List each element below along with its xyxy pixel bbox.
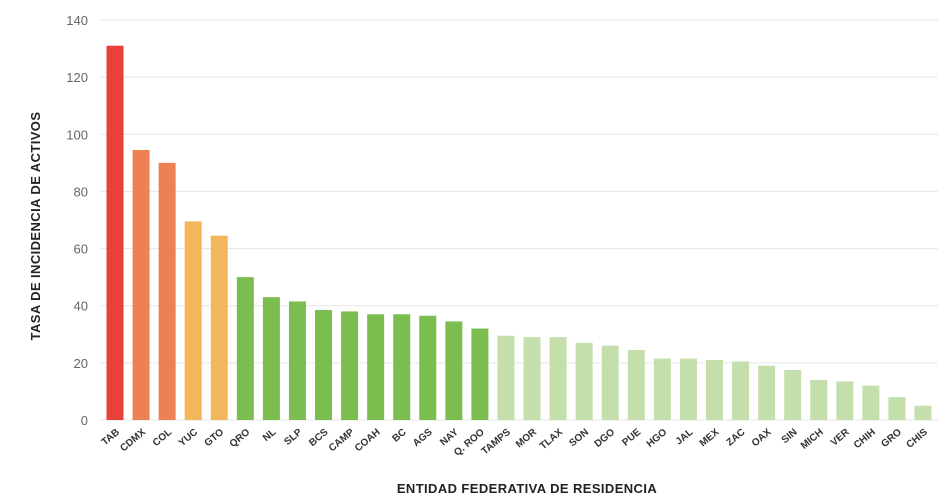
bars (106, 45, 932, 421)
bar-qro (236, 277, 254, 420)
x-tick-label: GTO (203, 427, 227, 449)
bar-cdmx (132, 150, 150, 420)
bar-chih (862, 385, 880, 420)
y-tick-label: 60 (74, 242, 88, 257)
bar-oax (758, 365, 776, 420)
bar-tab (106, 45, 124, 421)
bar-gro (888, 397, 906, 420)
x-tick-label: SLP (282, 427, 304, 448)
x-tick-label: DGO (593, 427, 618, 450)
bar-slp (288, 301, 306, 420)
bar-ags (419, 315, 437, 420)
x-tick-label: CAMP (327, 427, 357, 455)
x-tick-label: GRO (879, 427, 904, 450)
y-axis-ticks: 0 20 40 60 80 100 120 140 (66, 13, 88, 428)
x-tick-label: BC (390, 427, 408, 445)
y-tick-label: 80 (74, 184, 88, 199)
bar-sin (784, 370, 802, 420)
x-tick-label: AGS (411, 427, 435, 450)
x-tick-label: COL (151, 427, 174, 449)
bar-dgo (601, 345, 619, 420)
bar-mor (523, 337, 541, 420)
x-tick-label: TLAX (538, 427, 565, 452)
bar-nay (445, 321, 463, 420)
x-tick-label: MICH (799, 427, 826, 452)
x-tick-label: MOR (514, 426, 540, 450)
bar-col (158, 162, 176, 421)
bar-ver (836, 381, 854, 420)
x-tick-label: PUE (620, 427, 643, 449)
bar-hgo (653, 358, 671, 420)
bar-tlax (549, 337, 567, 420)
x-tick-label: ZAC (725, 427, 748, 449)
bar-mex (705, 360, 723, 420)
bar-q-roo (471, 328, 489, 420)
y-tick-label: 40 (74, 299, 88, 314)
bar-pue (627, 350, 645, 420)
bar-tamps (497, 335, 515, 420)
bar-yuc (184, 221, 202, 420)
x-tick-label: SIN (780, 427, 800, 446)
bar-bcs (315, 310, 333, 420)
x-tick-label: SON (567, 427, 591, 449)
x-tick-label: JAL (674, 427, 696, 448)
bar-jal (679, 358, 697, 420)
y-tick-label: 140 (66, 13, 88, 28)
x-tick-label: OAX (750, 427, 774, 450)
x-tick-label: MEX (698, 427, 722, 450)
x-tick-label: HGO (645, 427, 670, 450)
x-tick-label: CHIH (852, 427, 878, 451)
x-tick-label: QRO (228, 427, 253, 450)
y-tick-label: 0 (81, 413, 88, 428)
y-tick-label: 120 (66, 70, 88, 85)
x-tick-label: TAMPS (480, 427, 514, 458)
bar-chis (914, 405, 932, 420)
bar-camp (341, 311, 359, 420)
x-tick-label: YUC (177, 427, 200, 449)
bar-zac (732, 361, 750, 420)
bar-son (575, 342, 593, 420)
bar-gto (210, 235, 228, 420)
bar-nl (262, 297, 280, 420)
bar-coah (367, 314, 385, 420)
bar-bc (393, 314, 411, 420)
x-axis-title: ENTIDAD FEDERATIVA DE RESIDENCIA (397, 481, 658, 496)
x-tick-label: NL (261, 427, 278, 444)
x-tick-label: COAH (353, 427, 383, 454)
x-tick-label: CDMX (118, 427, 148, 455)
y-tick-label: 100 (66, 127, 88, 142)
y-tick-label: 20 (74, 356, 88, 371)
y-axis-title: TASA DE INCIDENCIA DE ACTIVOS (28, 112, 43, 341)
bar-mich (810, 380, 828, 420)
x-tick-label: VER (829, 426, 852, 448)
x-tick-label: CHIS (905, 427, 931, 451)
